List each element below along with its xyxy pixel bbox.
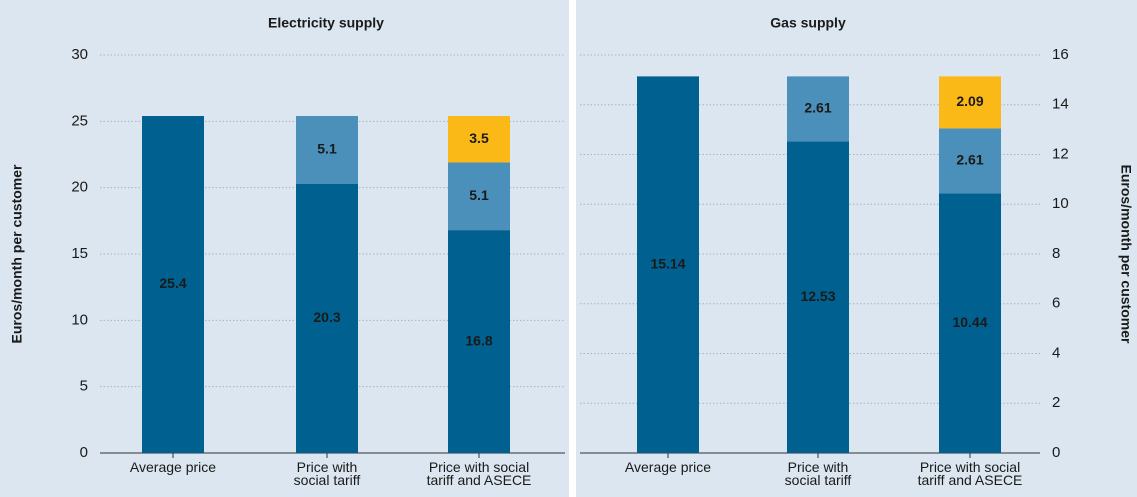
y-tick-label: 8 (1052, 245, 1060, 262)
value-label: 2.61 (956, 152, 983, 168)
value-label: 2.09 (956, 93, 983, 109)
bar-segment (787, 141, 849, 453)
panel-title: Gas supply (770, 15, 846, 31)
x-tick-label: Price with social tariff (784, 459, 852, 488)
y-tick-label: 5 (80, 378, 88, 395)
y-axis-label: Euros/month per customer (9, 164, 25, 343)
bar-segment (637, 76, 699, 453)
y-tick-label: 16 (1052, 46, 1069, 63)
bar-segment (939, 128, 1001, 194)
y-tick-label: 10 (71, 311, 88, 328)
x-tick-label: Price with social tariff and ASECE (426, 459, 532, 488)
x-tick-label: Average price (129, 459, 217, 475)
y-tick-label: 15 (71, 245, 88, 262)
bar-segment (939, 193, 1001, 453)
y-tick-label: 6 (1052, 295, 1060, 312)
bar-segment (448, 116, 510, 163)
y-tick-label: 10 (1052, 195, 1069, 212)
value-label: 5.1 (469, 187, 489, 203)
y-tick-label: 2 (1052, 394, 1060, 411)
value-label: 12.53 (800, 288, 835, 304)
x-tick-label: Price with social tariff and ASECE (917, 459, 1023, 488)
y-tick-label: 0 (1052, 444, 1060, 461)
value-label: 5.1 (317, 141, 337, 157)
y-tick-label: 14 (1052, 96, 1069, 113)
y-tick-label: 12 (1052, 145, 1069, 162)
bar-segment (787, 76, 849, 142)
bar-segment (296, 116, 358, 184)
panel-title: Electricity supply (268, 15, 384, 31)
y-tick-label: 0 (80, 444, 88, 461)
bar-segment (448, 230, 510, 453)
value-label: 16.8 (465, 332, 492, 348)
y-tick-label: 25 (71, 112, 88, 129)
value-label: 3.5 (469, 130, 489, 146)
x-tick-label: Price with social tariff (293, 459, 361, 488)
value-label: 25.4 (159, 275, 186, 291)
bar-segment (448, 162, 510, 231)
y-tick-label: 4 (1052, 344, 1060, 361)
y-tick-label: 30 (71, 46, 88, 63)
bar-segment (939, 76, 1001, 129)
y-tick-label: 20 (71, 179, 88, 196)
value-label: 2.61 (804, 100, 831, 116)
x-tick-label: Average price (624, 459, 712, 475)
y-axis-label: Euros/month per customer (1118, 165, 1134, 344)
bar-segment (296, 183, 358, 454)
value-label: 20.3 (313, 309, 340, 325)
value-label: 15.14 (650, 255, 685, 271)
bar-segment (142, 116, 204, 453)
value-label: 10.44 (952, 314, 987, 330)
